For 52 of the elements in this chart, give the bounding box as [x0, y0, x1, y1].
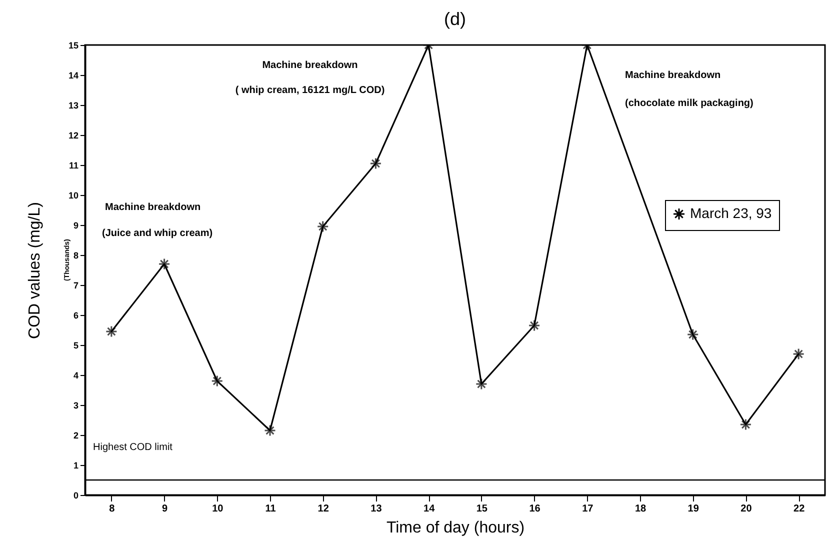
x-tick-label: 22 [794, 504, 806, 514]
y-tick-label: 6 [73, 310, 78, 320]
point [211, 375, 224, 387]
x-tick-label: 10 [212, 504, 224, 514]
y-tick-label: 9 [73, 220, 78, 230]
annotation: Machine breakdown [262, 60, 358, 71]
annotation: (Juice and whip cream) [102, 228, 213, 239]
x-tick-label: 14 [424, 504, 436, 514]
point [264, 424, 276, 436]
point [475, 378, 488, 390]
y-tick-label: 4 [73, 370, 78, 380]
x-axis-title: Time of day (hours) [386, 520, 525, 536]
y-tick-label: 13 [68, 100, 78, 110]
y-tick-label: 1 [73, 460, 78, 470]
point [686, 328, 699, 340]
y-tick-label: 2 [73, 430, 78, 440]
y-axis-title: COD values (mg/L) [26, 202, 44, 339]
annotation: Machine breakdown [625, 70, 721, 81]
x-tick-label: 12 [318, 504, 330, 514]
y-tick-label: 3 [73, 400, 78, 410]
point [740, 418, 752, 430]
x-tick-label: 20 [740, 504, 752, 514]
legend-label: March 23, 93 [690, 205, 772, 221]
point [316, 220, 329, 232]
y-tick-label: 0 [73, 490, 78, 500]
x-tick-label: 15 [476, 504, 488, 514]
y-tick-label: 11 [68, 160, 78, 170]
x-tick-label: 18 [634, 504, 646, 514]
y-tick-label: 8 [73, 250, 78, 260]
annotation: ( whip cream, 16121 mg/L COD) [235, 85, 385, 96]
x-tick-label: 13 [370, 504, 382, 514]
annotation: (chocolate milk packaging) [625, 98, 754, 109]
x-tick-label: 9 [162, 504, 168, 514]
point [105, 326, 118, 338]
y-tick-label: 5 [73, 340, 78, 350]
x-tick-label: 17 [582, 504, 594, 514]
y-tick-label: 14 [68, 70, 78, 80]
y-tick-label: 7 [73, 280, 78, 290]
ref-line-label: Highest COD limit [93, 442, 173, 453]
y-tick-label: 12 [68, 130, 78, 140]
point [370, 158, 382, 170]
y-tick-label: 15 [68, 40, 78, 50]
point [792, 348, 805, 360]
chart-title: (d) [444, 9, 466, 29]
x-tick-label: 8 [109, 504, 116, 514]
x-tick-label: 16 [529, 504, 541, 514]
x-tick-label: 11 [265, 504, 276, 514]
point [158, 258, 170, 270]
x-tick-label: 19 [688, 504, 700, 514]
y-tick-label: 10 [68, 190, 78, 200]
point [528, 320, 540, 332]
annotation: Machine breakdown [105, 202, 201, 213]
